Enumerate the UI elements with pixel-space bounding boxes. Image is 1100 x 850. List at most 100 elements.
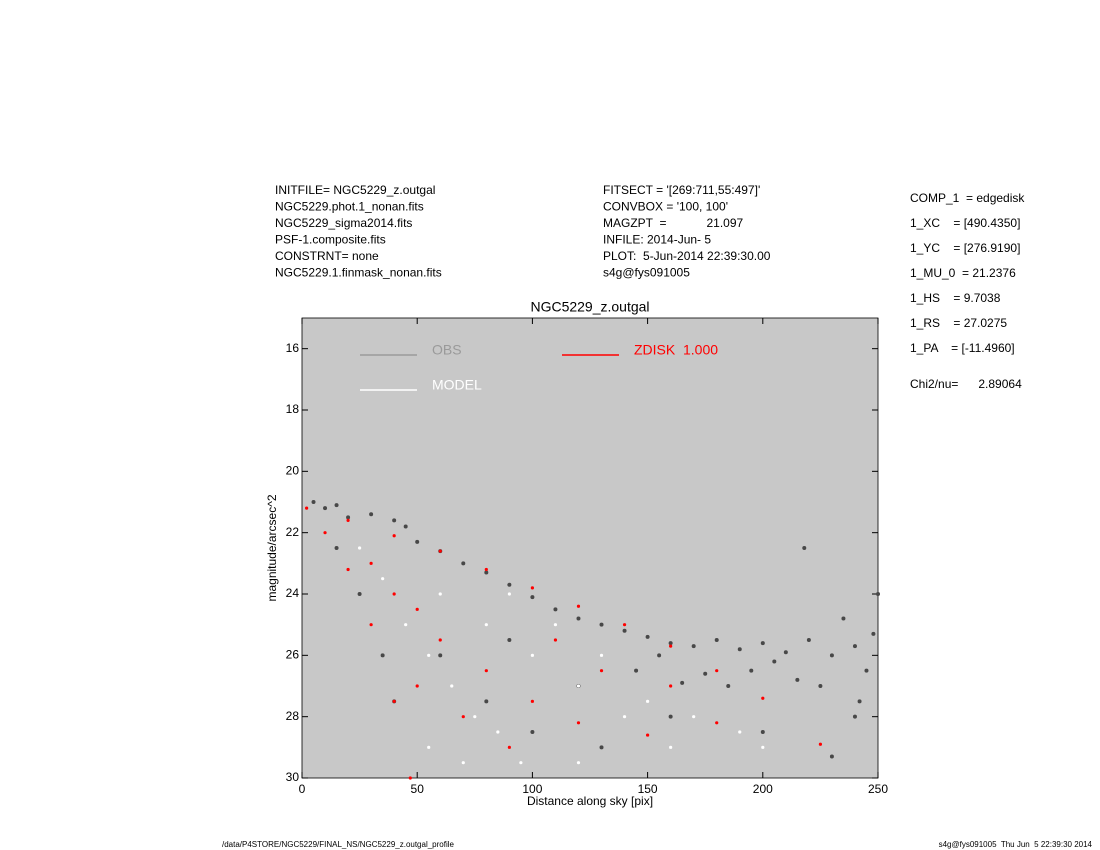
point — [715, 669, 719, 673]
point — [530, 586, 535, 590]
point — [346, 515, 351, 520]
point — [802, 546, 807, 550]
point — [427, 745, 431, 749]
point — [738, 730, 742, 734]
legend-label: MODEL — [432, 377, 482, 393]
point — [530, 730, 535, 734]
point — [669, 745, 673, 749]
point — [496, 730, 500, 734]
point — [852, 714, 857, 719]
point — [576, 616, 581, 621]
point — [381, 577, 385, 581]
point — [871, 631, 876, 636]
point — [576, 604, 581, 608]
point — [380, 653, 385, 658]
point — [599, 669, 604, 673]
point — [403, 524, 408, 529]
point — [507, 592, 511, 596]
point — [576, 761, 581, 765]
x-tick-label: 50 — [411, 782, 425, 796]
header-line: NGC5229.1.finmask_nonan.fits — [275, 266, 442, 280]
point — [669, 644, 673, 648]
point — [795, 677, 800, 682]
x-tick-label: 150 — [638, 782, 658, 796]
point — [461, 715, 465, 719]
point — [818, 684, 823, 688]
point — [553, 638, 558, 642]
point — [599, 745, 604, 750]
point — [818, 742, 823, 746]
y-tick-label: 24 — [286, 586, 300, 600]
point — [749, 668, 754, 673]
chart-title: NGC5229_z.outgal — [530, 299, 649, 315]
header-line: PLOT: 5-Jun-2014 22:39:30.00 — [603, 249, 771, 263]
header-line: INITFILE= NGC5229_z.outgal — [275, 183, 435, 197]
point — [305, 506, 309, 510]
point — [599, 622, 604, 627]
point — [622, 623, 627, 627]
legend-label: ZDISK 1.000 — [634, 342, 718, 358]
point — [461, 561, 466, 566]
point — [334, 546, 339, 550]
point — [645, 634, 650, 639]
point — [369, 561, 373, 565]
header-line: FITSECT = '[269:711,55:497]' — [603, 183, 760, 197]
x-tick-label: 200 — [753, 782, 773, 796]
point — [714, 638, 719, 642]
y-tick-label: 30 — [286, 770, 300, 784]
point — [334, 503, 339, 508]
y-tick-label: 22 — [286, 525, 300, 539]
x-axis-label: Distance along sky [pix] — [527, 794, 653, 808]
point — [358, 546, 362, 550]
point — [668, 714, 673, 719]
point — [346, 567, 350, 572]
point — [507, 638, 512, 642]
header-line: INFILE: 2014-Jun- 5 — [603, 233, 711, 247]
point — [622, 715, 627, 719]
point — [530, 595, 535, 600]
component-param: COMP_1 = edgedisk — [910, 191, 1025, 205]
header-line: CONSTRNT= none — [275, 249, 379, 263]
point — [715, 721, 719, 725]
header-line: NGC5229_sigma2014.fits — [275, 216, 412, 230]
y-tick-label: 16 — [286, 341, 300, 355]
point — [438, 638, 442, 642]
point — [408, 776, 412, 780]
point — [576, 684, 581, 688]
point — [438, 549, 442, 553]
point — [852, 644, 857, 649]
point — [519, 761, 523, 765]
x-tick-label: 0 — [299, 782, 306, 796]
point — [530, 699, 535, 703]
point — [392, 699, 396, 703]
point — [415, 684, 419, 688]
point — [876, 592, 880, 596]
chi2: Chi2/nu= 2.89064 — [910, 377, 1022, 391]
point — [392, 534, 396, 538]
point — [599, 653, 604, 657]
footer-stamp: s4g@fys091005 Thu Jun 5 22:39:30 2014 — [939, 840, 1093, 849]
component-param: 1_RS = 27.0275 — [910, 316, 1007, 330]
y-axis-label: magnitude/arcsec^2 — [265, 494, 279, 601]
x-tick-label: 250 — [868, 782, 888, 796]
y-tick-label: 28 — [286, 709, 300, 723]
point — [829, 754, 834, 759]
point — [691, 644, 696, 649]
point — [484, 570, 489, 575]
y-tick-label: 18 — [286, 402, 300, 416]
point — [507, 745, 511, 749]
point — [346, 518, 350, 523]
point — [507, 582, 512, 587]
point — [484, 699, 489, 704]
point — [323, 506, 328, 511]
point — [761, 696, 765, 700]
point — [668, 641, 673, 646]
component-param: 1_XC = [490.4350] — [910, 216, 1020, 230]
point — [323, 531, 327, 535]
point — [657, 653, 662, 658]
point — [783, 650, 788, 655]
point — [553, 623, 558, 627]
point — [622, 628, 627, 633]
point — [404, 623, 408, 627]
